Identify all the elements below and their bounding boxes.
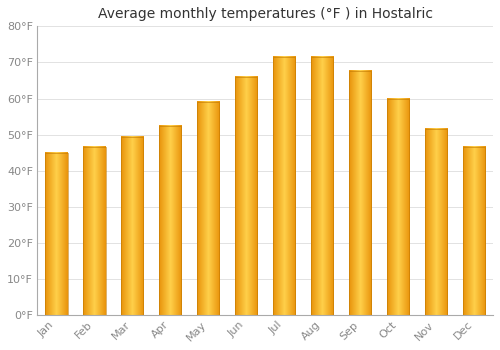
Bar — [462, 147, 485, 315]
Bar — [82, 147, 106, 315]
Bar — [310, 57, 334, 315]
Bar — [158, 126, 182, 315]
Title: Average monthly temperatures (°F ) in Hostalric: Average monthly temperatures (°F ) in Ho… — [98, 7, 432, 21]
Bar — [424, 129, 448, 315]
Bar — [386, 99, 409, 315]
Bar — [234, 77, 258, 315]
Bar — [272, 57, 295, 315]
Bar — [348, 71, 372, 315]
Bar — [386, 99, 409, 315]
Bar — [44, 153, 68, 315]
Bar — [82, 147, 106, 315]
Bar — [44, 153, 68, 315]
Bar — [120, 136, 144, 315]
Bar — [196, 102, 220, 315]
Bar — [462, 147, 485, 315]
Bar — [158, 126, 182, 315]
Bar — [310, 57, 334, 315]
Bar — [234, 77, 258, 315]
Bar — [348, 71, 372, 315]
Bar — [424, 129, 448, 315]
Bar — [120, 136, 144, 315]
Bar — [272, 57, 295, 315]
Bar — [196, 102, 220, 315]
